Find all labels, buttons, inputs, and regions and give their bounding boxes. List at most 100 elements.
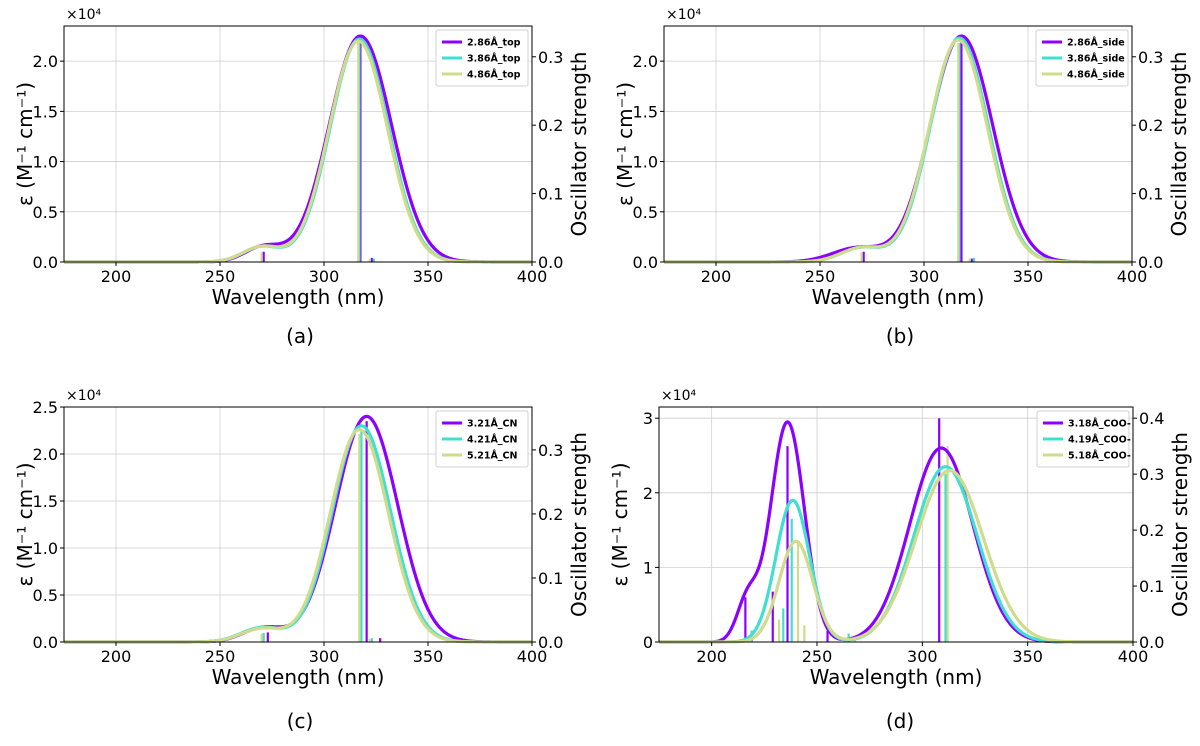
legend-label: 5.18Å_COO- bbox=[1068, 451, 1131, 462]
y2-tick-label: 0.1 bbox=[1138, 185, 1163, 204]
y2-tick-label: 0.2 bbox=[1139, 521, 1164, 540]
legend-label: 3.86Å_top bbox=[467, 54, 521, 65]
legend-label: 4.19Å_COO- bbox=[1068, 435, 1131, 446]
x-tick-label: 350 bbox=[1013, 267, 1044, 286]
legend-label: 2.86Å_side bbox=[1067, 38, 1125, 49]
y2-axis-label: Oscillator strength bbox=[567, 432, 591, 617]
x-axis-label: Wavelength (nm) bbox=[812, 285, 985, 309]
y-tick-label: 2.0 bbox=[633, 52, 658, 71]
x-tick-label: 300 bbox=[907, 647, 938, 666]
legend-label: 3.21Å_CN bbox=[467, 419, 518, 430]
y-tick-label: 0.0 bbox=[33, 633, 58, 652]
chart-panel-b: 200 250 300 350 400 0.0 0.5 1.0 1.5 2.0 0.0 0.1 0.2 0… bbox=[600, 0, 1200, 373]
y-tick-label: 1.0 bbox=[33, 539, 58, 558]
y2-tick-label: 0.3 bbox=[1139, 465, 1164, 484]
y-tick-label: 1.5 bbox=[633, 102, 658, 121]
y-axis-label: ε (M⁻¹ cm⁻¹) bbox=[13, 462, 37, 586]
legend-label: 3.86Å_side bbox=[1067, 54, 1125, 65]
y2-axis-label: Oscillator strength bbox=[567, 52, 591, 237]
y2-tick-label: 0.2 bbox=[538, 505, 563, 524]
x-tick-label: 300 bbox=[909, 267, 940, 286]
x-tick-label: 400 bbox=[517, 647, 548, 666]
panel-caption: (b) bbox=[885, 324, 915, 348]
y-tick-label: 2.0 bbox=[33, 52, 58, 71]
legend-label: 2.86Å_top bbox=[467, 38, 521, 49]
y2-tick-label: 0.1 bbox=[1139, 577, 1164, 596]
plot-frame bbox=[63, 406, 533, 643]
y-tick-label: 1.0 bbox=[33, 153, 58, 172]
y2-tick-label: 0.1 bbox=[538, 185, 563, 204]
y-axis-label: ε (M⁻¹ cm⁻¹) bbox=[608, 462, 632, 586]
y-tick-label: 0.5 bbox=[33, 586, 58, 605]
y2-axis-label: Oscillator strength bbox=[1168, 432, 1192, 617]
x-axis-label: Wavelength (nm) bbox=[810, 665, 983, 689]
panel-caption: (d) bbox=[885, 709, 915, 733]
y-tick-label: 0.5 bbox=[33, 203, 58, 222]
y2-tick-label: 0.3 bbox=[1138, 48, 1163, 67]
y-tick-label: 1.5 bbox=[33, 102, 58, 121]
x-tick-label: 200 bbox=[101, 647, 132, 666]
y2-tick-label: 0.1 bbox=[538, 569, 563, 588]
y2-tick-label: 0.0 bbox=[538, 633, 563, 652]
y-tick-label: 0.0 bbox=[33, 253, 58, 272]
y-tick-label: 0.0 bbox=[633, 253, 658, 272]
x-tick-label: 350 bbox=[1012, 647, 1043, 666]
y-exponent-label: ×10⁴ bbox=[666, 7, 702, 23]
legend-label: 3.18Å_COO- bbox=[1068, 419, 1131, 430]
x-tick-label: 300 bbox=[309, 267, 340, 286]
y-axis-label: ε (M⁻¹ cm⁻¹) bbox=[613, 82, 637, 206]
plot-frame bbox=[663, 25, 1133, 263]
y-exponent-label: ×10⁴ bbox=[66, 7, 102, 23]
panel-caption: (c) bbox=[286, 709, 314, 733]
chart-panel-a: 200 250 300 350 400 0.0 0.5 1.0 1.5 2.0 0.0 0.1 0.2 0… bbox=[0, 0, 600, 373]
legend-box bbox=[435, 410, 529, 468]
y-tick-label: 0 bbox=[643, 633, 653, 652]
y2-axis-label: Oscillator strength bbox=[1167, 52, 1191, 237]
chart-panel-d: 200 250 300 350 400 0 1 2 3 0.0 0.1 0.2 0.3 0.4 ×10⁴ Wa… bbox=[600, 373, 1200, 746]
legend-label: 4.21Å_CN bbox=[467, 435, 518, 446]
y2-tick-label: 0.0 bbox=[1138, 253, 1163, 272]
plot-frame bbox=[63, 25, 533, 263]
x-tick-label: 250 bbox=[802, 647, 833, 666]
x-axis-label: Wavelength (nm) bbox=[212, 285, 385, 309]
y-tick-label: 1 bbox=[643, 558, 653, 577]
x-axis-label: Wavelength (nm) bbox=[212, 665, 385, 689]
y-exponent-label: ×10⁴ bbox=[661, 388, 697, 404]
x-tick-label: 350 bbox=[413, 267, 444, 286]
x-tick-label: 200 bbox=[696, 647, 727, 666]
y2-tick-label: 0.3 bbox=[538, 48, 563, 67]
x-tick-label: 400 bbox=[1118, 647, 1149, 666]
plot-frame bbox=[658, 406, 1134, 643]
x-tick-label: 300 bbox=[309, 647, 340, 666]
legend-label: 4.86Å_top bbox=[467, 70, 521, 81]
chart-svg-c: 200 250 300 350 4000.00.51.01.52.02.50.00.10… bbox=[13, 388, 591, 689]
y-tick-label: 2.5 bbox=[33, 398, 58, 417]
y2-tick-label: 0.2 bbox=[1138, 116, 1163, 135]
y-exponent-label: ×10⁴ bbox=[66, 388, 102, 404]
x-tick-label: 200 bbox=[101, 267, 132, 286]
x-tick-label: 250 bbox=[205, 267, 236, 286]
y2-tick-label: 0.3 bbox=[538, 441, 563, 460]
y-axis-label: ε (M⁻¹ cm⁻¹) bbox=[13, 82, 37, 206]
spectrum-line bbox=[658, 468, 1134, 644]
y2-tick-label: 0.2 bbox=[538, 116, 563, 135]
legend-label: 5.21Å_CN bbox=[467, 451, 518, 462]
legend-box bbox=[435, 29, 529, 87]
x-tick-label: 250 bbox=[805, 267, 836, 286]
y-tick-label: 2.0 bbox=[33, 445, 58, 464]
chart-panel-c: 200 250 300 350 400 0.0 0.5 1.0 1.5 2.0 2.5 0.0 0.1 0… bbox=[0, 373, 600, 746]
chart-svg-b: 200 250 300 350 4000.00.51.01.52.00.00.10.20… bbox=[613, 7, 1191, 309]
x-tick-label: 250 bbox=[205, 647, 236, 666]
x-tick-label: 200 bbox=[701, 267, 732, 286]
y-tick-label: 0.5 bbox=[633, 203, 658, 222]
x-tick-label: 400 bbox=[517, 267, 548, 286]
y2-tick-label: 0.0 bbox=[538, 253, 563, 272]
y2-tick-label: 0.4 bbox=[1139, 409, 1164, 428]
y-tick-label: 2 bbox=[643, 484, 653, 503]
chart-svg-a: 200 250 300 350 4000.00.51.01.52.00.00.10.20… bbox=[13, 7, 591, 309]
legend-box bbox=[1035, 29, 1129, 87]
panel-caption: (a) bbox=[286, 324, 314, 348]
chart-svg-d: 200 250 300 350 400 0 1 2 3 0.0 0.1 0.2 0.3 0.4 ×10⁴ Wa… bbox=[608, 388, 1192, 689]
y2-tick-label: 0.0 bbox=[1139, 633, 1164, 652]
y-tick-label: 1.0 bbox=[633, 153, 658, 172]
